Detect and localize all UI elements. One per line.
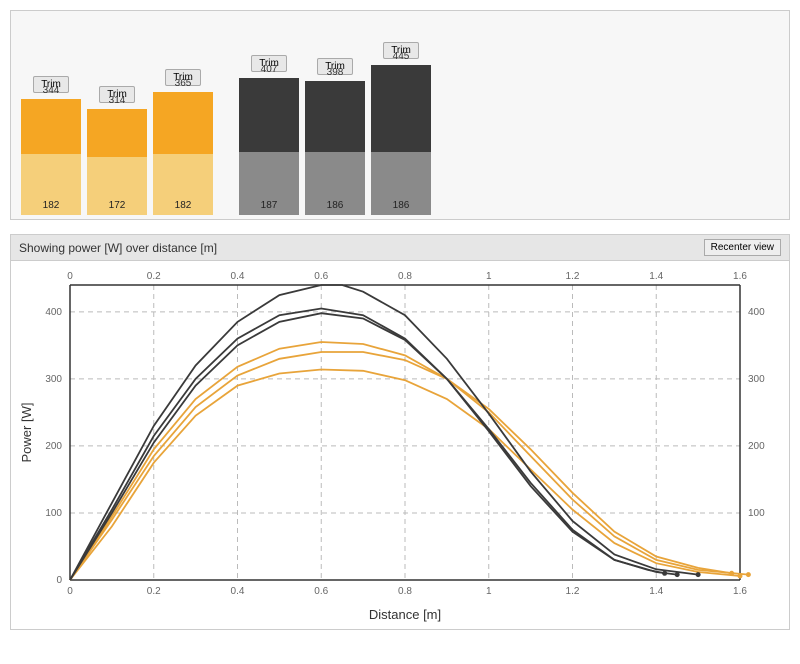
- bar-inner-label: 186: [305, 200, 365, 211]
- series-end-marker: [729, 571, 734, 576]
- svg-text:0.2: 0.2: [147, 271, 161, 282]
- series-end-marker: [746, 572, 751, 577]
- chart-panel: 0 0.2 0.4 0.6 0.8 1 1.2 1.4 1.6 0 0.2 0.4 0.6 0.8 1 1.2…: [10, 260, 790, 630]
- series-end-marker: [662, 571, 667, 576]
- svg-text:0: 0: [56, 575, 62, 586]
- chart-title: Showing power [W] over distance [m]: [19, 241, 217, 255]
- bar-top-label: 365: [153, 78, 213, 89]
- power-distance-chart: 0 0.2 0.4 0.6 0.8 1 1.2 1.4 1.6 0 0.2 0.4 0.6 0.8 1 1.2…: [15, 265, 785, 625]
- svg-text:300: 300: [45, 374, 62, 385]
- svg-text:1.2: 1.2: [566, 271, 580, 282]
- svg-text:0.4: 0.4: [231, 271, 245, 282]
- bar-inner-label: 182: [21, 200, 81, 211]
- svg-text:200: 200: [748, 441, 765, 452]
- series-line: [70, 342, 748, 580]
- bar-group: Trim365182: [153, 69, 213, 215]
- svg-text:1.4: 1.4: [649, 271, 663, 282]
- svg-text:1: 1: [486, 271, 492, 282]
- bar-inner-label: 186: [371, 200, 431, 211]
- bar-group: Trim398186: [305, 58, 365, 215]
- bar-group: Trim407187: [239, 55, 299, 215]
- svg-text:400: 400: [45, 307, 62, 318]
- bar-inner-label: 182: [153, 200, 213, 211]
- svg-text:0.6: 0.6: [314, 586, 328, 597]
- bar-group: Trim344182: [21, 76, 81, 215]
- svg-text:400: 400: [748, 307, 765, 318]
- bar-inner-label: 187: [239, 200, 299, 211]
- svg-text:0: 0: [67, 586, 73, 597]
- bar-group: Trim314172: [87, 86, 147, 215]
- svg-text:0.6: 0.6: [314, 271, 328, 282]
- svg-text:1.6: 1.6: [733, 271, 747, 282]
- svg-text:0: 0: [67, 271, 73, 282]
- y-axis-label: Power [W]: [19, 403, 34, 463]
- series-line: [70, 309, 677, 581]
- svg-text:0.8: 0.8: [398, 586, 412, 597]
- bar-top-label: 314: [87, 95, 147, 106]
- bar-top-label: 344: [21, 85, 81, 96]
- svg-text:0.8: 0.8: [398, 271, 412, 282]
- chart-header: Showing power [W] over distance [m] Rece…: [10, 234, 790, 260]
- svg-text:200: 200: [45, 441, 62, 452]
- bar-top-label: 398: [305, 67, 365, 78]
- bar-top-label: 445: [371, 51, 431, 62]
- svg-text:1: 1: [486, 586, 492, 597]
- svg-text:1.6: 1.6: [733, 586, 747, 597]
- series-end-marker: [696, 572, 701, 577]
- svg-text:0.4: 0.4: [231, 586, 245, 597]
- svg-text:1.2: 1.2: [566, 586, 580, 597]
- bars-panel: Trim344182Trim314172Trim365182Trim407187…: [10, 10, 790, 220]
- svg-text:0.2: 0.2: [147, 586, 161, 597]
- svg-text:100: 100: [45, 508, 62, 519]
- bar-inner-label: 172: [87, 200, 147, 211]
- x-axis-label: Distance [m]: [369, 607, 441, 622]
- svg-text:100: 100: [748, 508, 765, 519]
- recenter-button[interactable]: Recenter view: [704, 239, 781, 256]
- bar-group: Trim445186: [371, 42, 431, 215]
- bar-top-label: 407: [239, 64, 299, 75]
- svg-text:1.4: 1.4: [649, 586, 663, 597]
- line-chart-section: Showing power [W] over distance [m] Rece…: [10, 234, 790, 630]
- svg-text:300: 300: [748, 374, 765, 385]
